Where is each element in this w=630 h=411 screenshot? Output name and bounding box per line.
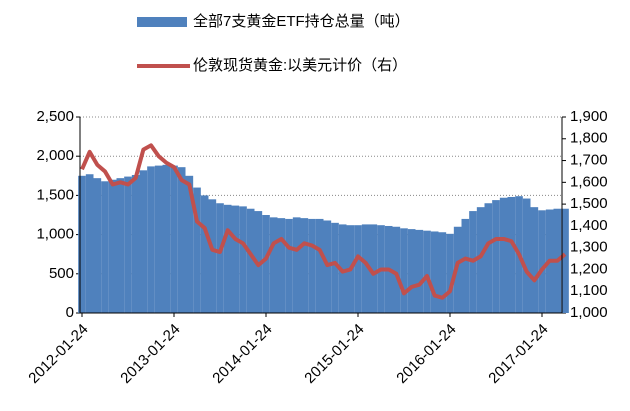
bar (484, 203, 493, 313)
legend-label: 伦敦现货黄金:以美元计价（右） (193, 57, 407, 74)
bar (262, 215, 270, 313)
bar (131, 175, 140, 313)
bar (308, 218, 316, 313)
legend-swatch (137, 17, 187, 27)
legend-label: 全部7支黄金ETF持仓总量（吨） (193, 12, 410, 30)
x-tick-label: 2012-01-24 (25, 321, 91, 387)
bar (392, 226, 401, 313)
y2-tick-label: 1,100 (570, 282, 608, 299)
y2-tick-label: 1,200 (570, 260, 608, 277)
bar (430, 231, 439, 313)
y-tick-label: 1,500 (36, 186, 74, 203)
bar (476, 207, 485, 313)
bar (239, 206, 247, 313)
bar (193, 187, 201, 313)
bar (446, 233, 454, 313)
y-tick-label: 2,500 (36, 108, 74, 125)
bar (461, 218, 470, 313)
bar (93, 178, 102, 313)
y2-tick-label: 1,900 (570, 108, 608, 125)
y2-tick-label: 1,600 (570, 173, 608, 190)
bar (231, 205, 240, 313)
bar (300, 218, 309, 313)
bar (170, 165, 178, 313)
bar (499, 197, 508, 313)
bar (354, 225, 362, 313)
bar (147, 166, 155, 313)
y2-tick-label: 1,000 (570, 304, 608, 321)
bar (139, 170, 148, 313)
bar (162, 164, 171, 313)
bar (116, 178, 125, 313)
y2-tick-label: 1,800 (570, 130, 608, 147)
y2-tick-label: 1,300 (570, 239, 608, 256)
bar (285, 218, 293, 313)
bar (208, 199, 217, 313)
y2-tick-label: 1,700 (570, 152, 608, 169)
bar (492, 200, 500, 313)
x-tick-label: 2016-01-24 (393, 321, 459, 387)
x-tick-label: 2015-01-24 (301, 321, 367, 387)
bar (400, 228, 408, 313)
bar (292, 217, 301, 313)
bar (415, 229, 424, 313)
bar (369, 224, 378, 313)
line (80, 143, 567, 300)
bar (124, 176, 132, 313)
bar (177, 167, 186, 313)
bar (423, 230, 431, 313)
bar (200, 195, 209, 313)
bar (269, 217, 278, 313)
bar (315, 218, 324, 313)
y2-tick-label: 1,500 (570, 195, 608, 212)
y2-tick-label: 1,400 (570, 217, 608, 234)
bar (246, 208, 255, 313)
y-tick-label: 2,000 (36, 147, 74, 164)
bar (185, 175, 194, 313)
bar (530, 207, 539, 313)
bar (101, 181, 109, 313)
y-tick-label: 0 (66, 304, 74, 321)
x-tick-label: 2014-01-24 (209, 321, 275, 387)
y-tick-label: 500 (49, 265, 74, 282)
bar (277, 218, 286, 313)
x-tick-label: 2013-01-24 (117, 321, 183, 387)
bar (407, 229, 416, 313)
bar (85, 174, 94, 313)
bar (108, 179, 117, 313)
bar (216, 203, 224, 313)
x-tick-label: 2017-01-24 (485, 321, 551, 387)
bar (223, 204, 232, 313)
bar (522, 198, 531, 313)
bar (331, 222, 339, 313)
bar (154, 165, 163, 313)
bar (538, 210, 546, 313)
bar (438, 232, 447, 313)
y-tick-label: 1,000 (36, 226, 74, 243)
bar (361, 224, 370, 313)
bar (561, 208, 569, 313)
bar (507, 196, 516, 313)
bar (78, 175, 86, 313)
